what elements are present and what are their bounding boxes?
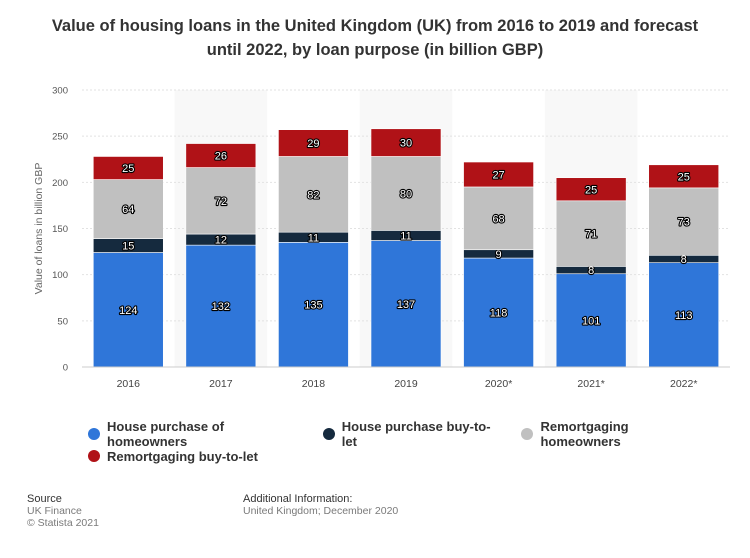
data-label: 30 <box>400 138 412 150</box>
y-axis-label: Value of loans in billion GBP <box>33 163 45 295</box>
y-tick-label: 50 <box>57 316 68 327</box>
data-label: 137 <box>397 299 415 311</box>
legend: House purchase of homeowners House purcha… <box>88 419 728 468</box>
data-label: 11 <box>308 232 319 244</box>
x-tick-label: 2022* <box>670 378 697 390</box>
source-line: UK Finance <box>27 505 82 517</box>
data-label: 12 <box>215 235 227 247</box>
x-tick-label: 2019 <box>394 378 418 390</box>
bar-segment <box>185 143 257 168</box>
bar-segment <box>370 156 442 231</box>
bar-segment <box>648 187 720 256</box>
x-tick-label: 2021* <box>577 378 604 390</box>
x-tick-label: 2017 <box>209 378 233 390</box>
additional-info-block: Additional Information: United Kingdom; … <box>243 493 398 517</box>
data-label: 25 <box>585 184 597 196</box>
chart-title: Value of housing loans in the United Kin… <box>51 17 699 59</box>
legend-label: House purchase of homeowners <box>107 419 225 449</box>
data-label: 124 <box>119 305 137 317</box>
data-label: 72 <box>215 196 227 208</box>
legend-entry[interactable]: Remortgaging buy-to-let <box>88 449 258 464</box>
data-label: 26 <box>215 151 227 163</box>
additional-info-heading: Additional Information: <box>243 493 353 505</box>
data-label: 135 <box>304 300 322 312</box>
data-label: 27 <box>492 169 504 181</box>
data-label: 11 <box>400 230 411 242</box>
bar-segment <box>185 167 257 235</box>
data-label: 8 <box>588 265 594 277</box>
data-label: 82 <box>307 189 319 201</box>
bar-segment <box>92 156 164 180</box>
data-label: 118 <box>490 308 508 320</box>
copyright-line: © Statista 2021 <box>27 517 99 529</box>
x-tick-label: 2020* <box>485 378 512 390</box>
data-label: 29 <box>307 138 319 150</box>
legend-marker-icon <box>88 428 100 440</box>
data-label: 25 <box>678 171 690 183</box>
y-tick-label: 0 <box>63 363 68 374</box>
legend-marker-icon <box>88 450 100 462</box>
legend-row: House purchase of homeowners House purcha… <box>88 419 728 449</box>
data-label: 15 <box>122 241 134 253</box>
y-tick-label: 100 <box>52 270 68 281</box>
source-heading: Source <box>27 493 62 505</box>
data-label: 101 <box>582 315 600 327</box>
bar-segment <box>555 200 627 267</box>
bar-segment <box>555 273 627 368</box>
bar-segment <box>370 240 442 368</box>
bar-segment <box>278 156 349 233</box>
data-label: 132 <box>212 301 230 313</box>
data-label: 73 <box>678 217 690 229</box>
legend-label: House purchase buy-to-let <box>341 419 491 449</box>
stacked-bar-chart: 0 50 100 150 200 250 300 Value of loans in bill… <box>33 86 730 390</box>
data-label: 68 <box>492 213 504 225</box>
additional-info-line: United Kingdom; December 2020 <box>243 505 399 517</box>
bar-segment <box>648 262 720 368</box>
x-tick-label: 2016 <box>117 378 141 390</box>
legend-marker-icon <box>322 428 335 440</box>
legend-marker-icon <box>521 428 534 440</box>
bar-segment <box>278 129 349 157</box>
bar-segment <box>278 242 349 368</box>
bar-segment <box>463 161 534 188</box>
legend-label: Remortgaging homeowners <box>540 419 629 449</box>
data-label: 8 <box>681 254 687 266</box>
bar-segment <box>370 128 442 157</box>
y-tick-label: 150 <box>52 224 68 235</box>
data-label: 9 <box>496 249 502 261</box>
y-tick-label: 200 <box>52 178 68 189</box>
data-label: 25 <box>122 163 134 175</box>
legend-entry[interactable]: House purchase of homeowners <box>88 419 303 449</box>
legend-entry[interactable]: Remortgaging homeowners <box>521 419 708 449</box>
legend-label: Remortgaging buy-to-let <box>107 448 258 464</box>
legend-row: Remortgaging buy-to-let <box>88 446 728 466</box>
data-label: 71 <box>585 229 597 241</box>
bar-segment <box>463 186 534 251</box>
y-tick-label: 250 <box>52 132 68 143</box>
x-tick-label: 2018 <box>302 378 326 390</box>
data-label: 64 <box>122 204 134 216</box>
legend-entry[interactable]: House purchase buy-to-let <box>322 419 502 449</box>
data-label: 113 <box>675 310 693 322</box>
source-block: Source UK Finance © Statista 2021 <box>27 493 99 529</box>
bar-segment <box>648 164 720 189</box>
bar-segment <box>92 252 164 368</box>
y-tick-label: 300 <box>52 86 68 97</box>
bar-segment <box>463 257 534 368</box>
data-label: 80 <box>400 188 412 200</box>
bar-segment <box>555 177 627 202</box>
